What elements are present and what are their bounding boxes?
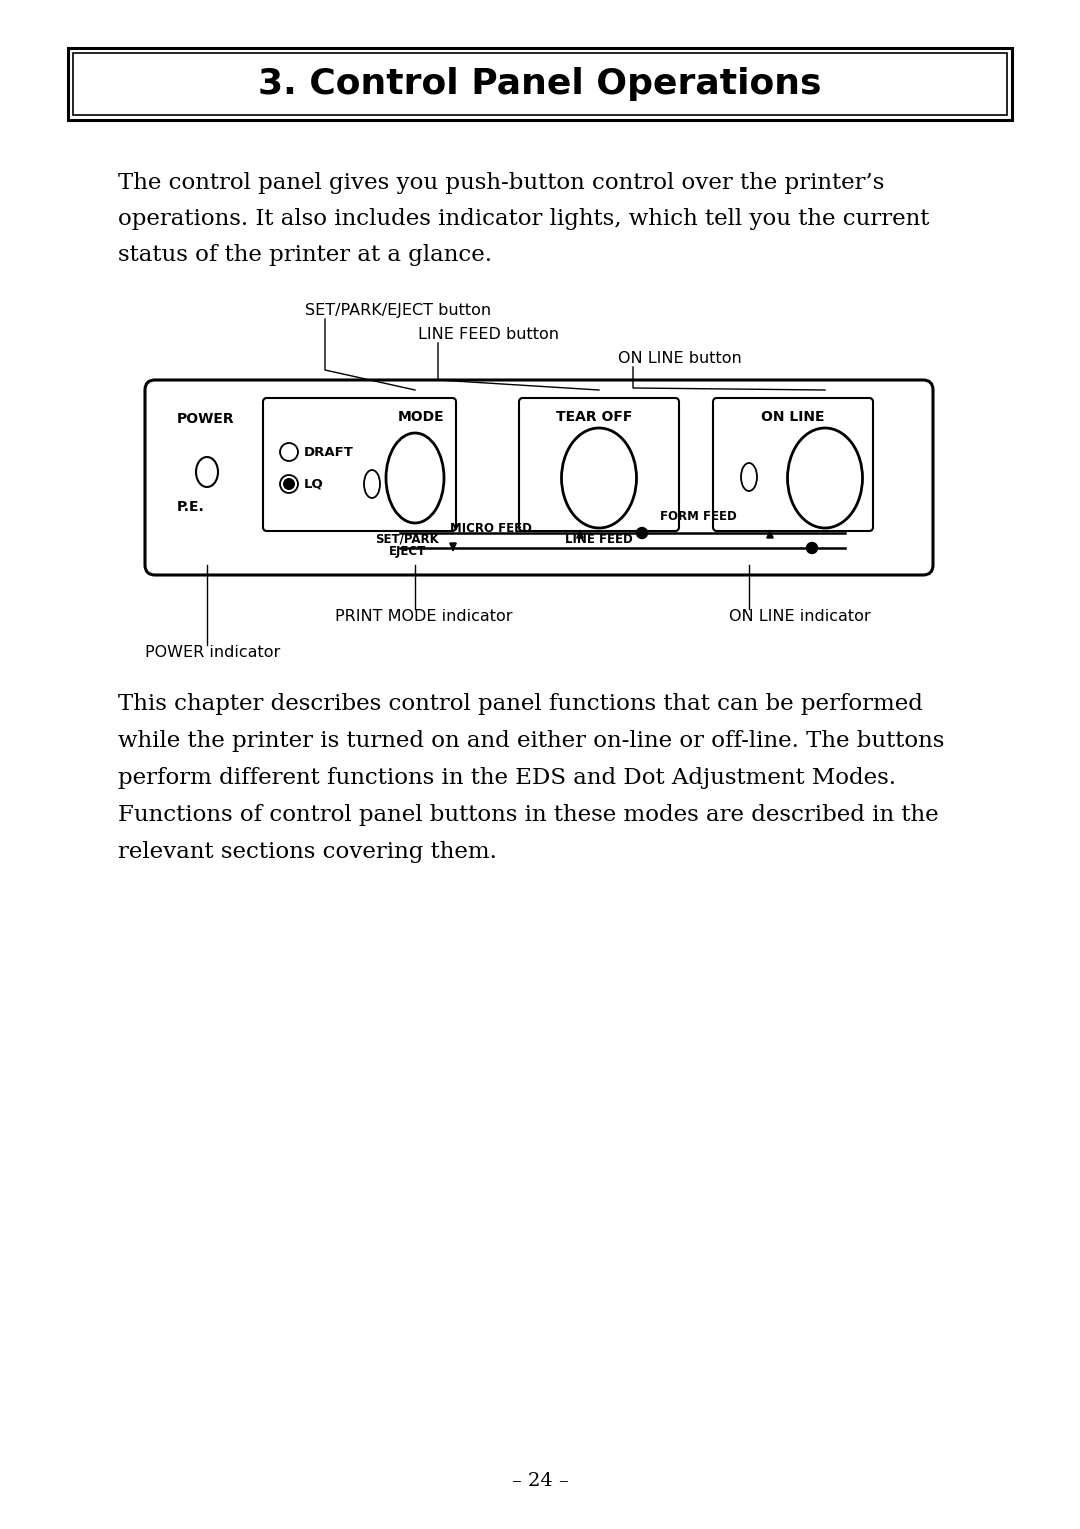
FancyBboxPatch shape: [519, 398, 679, 531]
Text: EJECT: EJECT: [389, 544, 426, 558]
Text: MODE: MODE: [397, 410, 444, 424]
Bar: [73, 54, 1007, 115]
Text: PRINT MODE indicator: PRINT MODE indicator: [335, 609, 513, 624]
Text: status of the printer at a glance.: status of the printer at a glance.: [118, 245, 492, 266]
Text: Functions of control panel buttons in these modes are described in the: Functions of control panel buttons in th…: [118, 804, 939, 826]
Text: – 24 –: – 24 –: [512, 1472, 568, 1489]
Text: perform different functions in the EDS and Dot Adjustment Modes.: perform different functions in the EDS a…: [118, 768, 896, 789]
Text: DRAFT: DRAFT: [303, 445, 354, 459]
Text: ON LINE indicator: ON LINE indicator: [729, 609, 870, 624]
Text: SET/PARK/EJECT button: SET/PARK/EJECT button: [305, 303, 491, 318]
Text: LINE FEED: LINE FEED: [565, 534, 633, 546]
Text: POWER: POWER: [177, 411, 234, 427]
Text: 3. Control Panel Operations: 3. Control Panel Operations: [258, 67, 822, 101]
Text: The control panel gives you push-button control over the printer’s: The control panel gives you push-button …: [118, 171, 885, 194]
FancyBboxPatch shape: [264, 398, 456, 531]
Text: operations. It also includes indicator lights, which tell you the current: operations. It also includes indicator l…: [118, 208, 930, 229]
FancyBboxPatch shape: [713, 398, 873, 531]
Ellipse shape: [195, 457, 218, 488]
Text: LINE FEED button: LINE FEED button: [418, 327, 559, 342]
Ellipse shape: [386, 433, 444, 523]
Text: P.E.: P.E.: [177, 500, 205, 514]
Text: MICRO FEED: MICRO FEED: [450, 521, 531, 535]
Text: LQ: LQ: [303, 477, 324, 491]
Text: TEAR OFF: TEAR OFF: [556, 410, 632, 424]
FancyBboxPatch shape: [145, 381, 933, 575]
Text: while the printer is turned on and either on-line or off-line. The buttons: while the printer is turned on and eithe…: [118, 729, 944, 752]
Ellipse shape: [364, 469, 380, 498]
Text: This chapter describes control panel functions that can be performed: This chapter describes control panel fun…: [118, 693, 923, 716]
Circle shape: [283, 479, 295, 489]
Ellipse shape: [787, 428, 863, 528]
Text: FORM FEED: FORM FEED: [660, 511, 737, 523]
Circle shape: [280, 476, 298, 492]
Circle shape: [807, 543, 818, 553]
Text: ON LINE button: ON LINE button: [618, 352, 742, 365]
Text: ON LINE: ON LINE: [761, 410, 825, 424]
Text: POWER indicator: POWER indicator: [145, 645, 280, 661]
Circle shape: [636, 528, 648, 538]
Bar: [68, 47, 1012, 119]
Circle shape: [280, 443, 298, 462]
Text: relevant sections covering them.: relevant sections covering them.: [118, 841, 497, 862]
Text: SET/PARK: SET/PARK: [375, 534, 438, 546]
Ellipse shape: [562, 428, 636, 528]
Ellipse shape: [741, 463, 757, 491]
